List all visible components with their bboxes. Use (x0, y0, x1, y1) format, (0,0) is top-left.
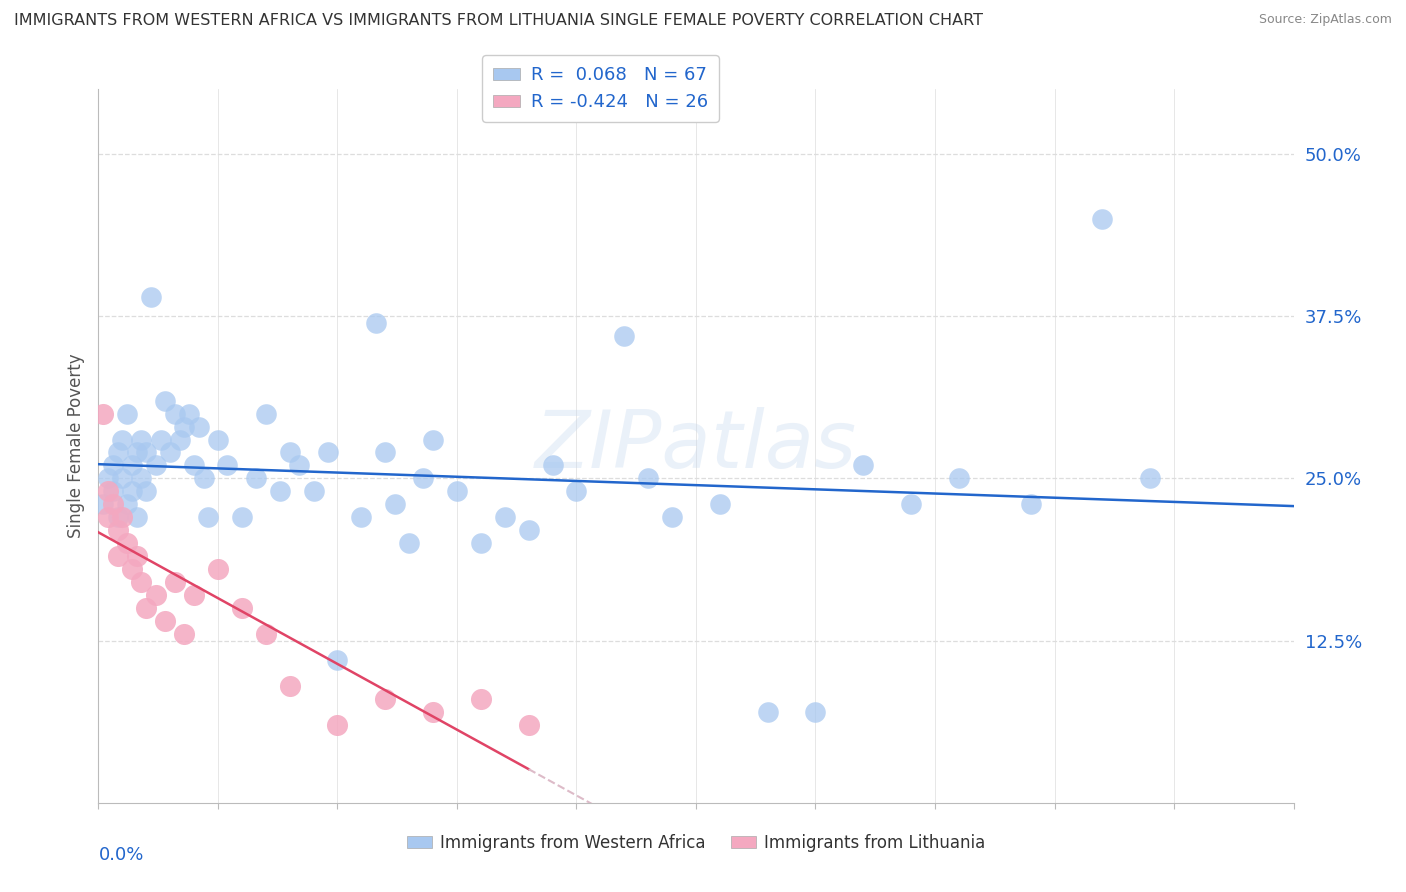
Point (446, 484, 468, 499)
Point (316, 445, 339, 459)
Point (111, 510, 134, 524)
Point (350, 510, 373, 524)
Point (179, 407, 201, 421)
Point (183, 458, 205, 473)
Point (269, 484, 291, 499)
Point (115, 407, 138, 421)
Point (183, 588, 205, 602)
Point (121, 458, 143, 473)
Point (193, 471, 215, 485)
Point (231, 601, 253, 615)
Point (169, 433, 191, 447)
Point (1091, 211, 1114, 226)
Point (288, 458, 311, 473)
Point (756, 705, 779, 719)
Point (115, 536, 138, 550)
Point (374, 692, 396, 706)
Point (107, 524, 129, 538)
Point (900, 497, 922, 511)
Point (145, 588, 167, 602)
Point (517, 524, 540, 538)
Point (1139, 471, 1161, 485)
Point (661, 510, 683, 524)
Point (173, 627, 195, 641)
Point (245, 471, 267, 485)
Point (121, 562, 143, 576)
Point (101, 497, 124, 511)
Text: 0.0%: 0.0% (98, 846, 143, 863)
Point (422, 705, 444, 719)
Text: ZIPatlas: ZIPatlas (534, 407, 858, 485)
Point (302, 484, 325, 499)
Point (637, 471, 659, 485)
Point (804, 705, 827, 719)
Point (97, 471, 120, 485)
Point (231, 510, 253, 524)
Point (470, 536, 492, 550)
Point (101, 484, 124, 499)
Point (115, 497, 138, 511)
Point (326, 718, 349, 732)
Point (111, 433, 134, 447)
Point (107, 445, 129, 459)
Point (1019, 497, 1042, 511)
Point (470, 692, 492, 706)
Point (125, 549, 148, 564)
Point (155, 393, 177, 408)
Point (131, 471, 153, 485)
Legend: Immigrants from Western Africa, Immigrants from Lithuania: Immigrants from Western Africa, Immigran… (401, 828, 991, 859)
Point (145, 458, 167, 473)
Point (709, 497, 731, 511)
Point (384, 497, 406, 511)
Point (541, 458, 564, 473)
Point (254, 407, 277, 421)
Point (254, 627, 277, 641)
Point (159, 445, 181, 459)
Point (398, 536, 420, 550)
Point (135, 445, 157, 459)
Point (613, 328, 636, 343)
Point (135, 484, 157, 499)
Point (217, 458, 239, 473)
Point (125, 445, 148, 459)
Point (422, 433, 444, 447)
Point (107, 510, 129, 524)
Point (173, 419, 195, 434)
Point (91, 497, 114, 511)
Y-axis label: Single Female Poverty: Single Female Poverty (66, 354, 84, 538)
Point (326, 653, 349, 667)
Point (187, 419, 209, 434)
Point (852, 458, 875, 473)
Point (565, 484, 588, 499)
Text: Source: ZipAtlas.com: Source: ZipAtlas.com (1258, 13, 1392, 27)
Point (131, 575, 153, 590)
Point (163, 575, 186, 590)
Point (278, 679, 301, 693)
Point (139, 290, 162, 304)
Point (207, 433, 229, 447)
Point (517, 718, 540, 732)
Point (494, 510, 516, 524)
Point (163, 407, 186, 421)
Point (207, 562, 229, 576)
Point (91, 407, 114, 421)
Text: IMMIGRANTS FROM WESTERN AFRICA VS IMMIGRANTS FROM LITHUANIA SINGLE FEMALE POVERT: IMMIGRANTS FROM WESTERN AFRICA VS IMMIGR… (14, 13, 983, 29)
Point (111, 471, 134, 485)
Point (197, 510, 219, 524)
Point (125, 510, 148, 524)
Point (155, 614, 177, 628)
Point (364, 316, 387, 330)
Point (149, 433, 172, 447)
Point (97, 484, 120, 499)
Point (107, 549, 129, 564)
Point (948, 471, 970, 485)
Point (135, 601, 157, 615)
Point (131, 433, 153, 447)
Point (374, 445, 396, 459)
Point (412, 471, 434, 485)
Point (278, 445, 301, 459)
Point (101, 458, 124, 473)
Point (121, 484, 143, 499)
Point (97, 510, 120, 524)
